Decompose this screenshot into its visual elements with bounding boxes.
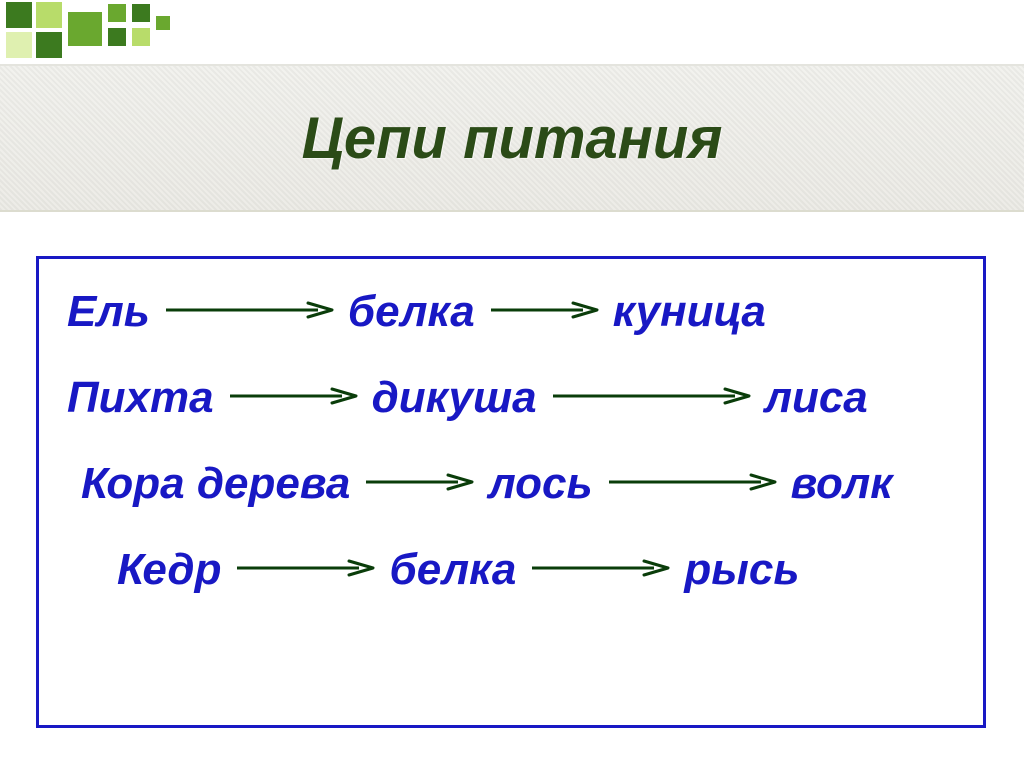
- arrow-wrap: [530, 554, 670, 587]
- deco-sq: [132, 28, 150, 46]
- chain-node: волк: [791, 459, 893, 509]
- chain-node: лось: [488, 459, 592, 509]
- chain-node: Ель: [67, 287, 150, 337]
- page-title: Цепи питания: [302, 105, 723, 172]
- deco-sq: [68, 12, 102, 46]
- food-chain-row: Пихта дикуша лиса: [57, 373, 965, 423]
- arrow-wrap: [489, 296, 599, 329]
- arrow-wrap: [164, 296, 334, 329]
- arrow-icon: [364, 468, 474, 496]
- arrow-icon: [607, 468, 777, 496]
- chain-node: Кора дерева: [81, 459, 350, 509]
- deco-sq: [156, 16, 170, 30]
- arrow-wrap: [607, 468, 777, 501]
- deco-sq: [6, 2, 32, 28]
- deco-sq: [132, 4, 150, 22]
- chain-node: Кедр: [117, 545, 221, 595]
- food-chain-row: Кора дерева лось волк: [57, 459, 965, 509]
- arrow-wrap: [228, 382, 358, 415]
- arrow-wrap: [364, 468, 474, 501]
- chain-node: лиса: [765, 373, 868, 423]
- arrow-icon: [164, 296, 334, 324]
- chain-node: дикуша: [372, 373, 537, 423]
- arrow-icon: [489, 296, 599, 324]
- deco-sq: [108, 28, 126, 46]
- food-chain-row: Кедр белка рысь: [57, 545, 965, 595]
- chain-node: белка: [389, 545, 516, 595]
- deco-sq: [36, 32, 62, 58]
- top-decoration: [0, 0, 1024, 64]
- arrow-wrap: [235, 554, 375, 587]
- arrow-icon: [235, 554, 375, 582]
- deco-sq: [108, 4, 126, 22]
- arrow-icon: [551, 382, 751, 410]
- title-band: Цепи питания: [0, 64, 1024, 212]
- deco-squares: [0, 0, 220, 64]
- chain-node: рысь: [684, 545, 799, 595]
- arrow-icon: [530, 554, 670, 582]
- chain-node: белка: [348, 287, 475, 337]
- chain-node: Пихта: [67, 373, 214, 423]
- arrow-wrap: [551, 382, 751, 415]
- chains-box: Ель белка куница Пихта дикуша лиса Кора де…: [36, 256, 986, 728]
- deco-sq: [6, 32, 32, 58]
- arrow-icon: [228, 382, 358, 410]
- deco-sq: [36, 2, 62, 28]
- food-chain-row: Ель белка куница: [57, 287, 965, 337]
- chain-node: куница: [613, 287, 766, 337]
